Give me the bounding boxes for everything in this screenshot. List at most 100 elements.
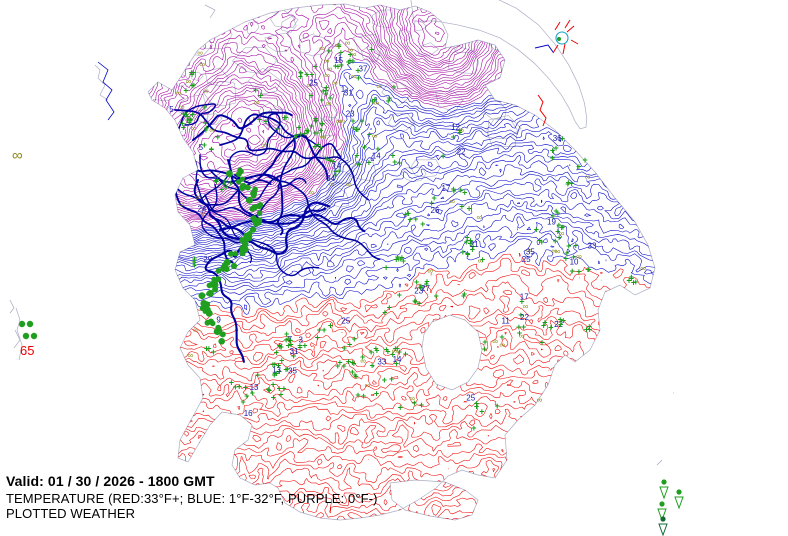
- svg-text:+: +: [495, 401, 500, 411]
- svg-text:11: 11: [502, 317, 511, 326]
- svg-text:+: +: [550, 211, 555, 221]
- svg-text:+: +: [206, 344, 211, 354]
- svg-text:+: +: [465, 250, 470, 260]
- svg-text:∞: ∞: [327, 65, 333, 74]
- svg-text:+: +: [313, 114, 318, 124]
- svg-text:∞: ∞: [449, 197, 455, 206]
- svg-text:+: +: [432, 193, 437, 203]
- svg-text:+: +: [398, 402, 403, 412]
- svg-text:+: +: [418, 282, 423, 292]
- svg-text:+: +: [576, 161, 581, 171]
- svg-text:+: +: [563, 253, 568, 263]
- svg-text:35: 35: [526, 247, 535, 256]
- svg-text:+: +: [386, 96, 391, 106]
- svg-text:5: 5: [169, 105, 174, 114]
- svg-text:+: +: [333, 61, 338, 71]
- svg-text:+: +: [203, 118, 208, 128]
- svg-text:25: 25: [341, 317, 350, 326]
- svg-text:+: +: [461, 291, 466, 301]
- svg-text:+: +: [213, 176, 218, 186]
- svg-text:∞: ∞: [365, 381, 371, 390]
- svg-text:+: +: [542, 317, 547, 327]
- svg-text:∞: ∞: [458, 126, 464, 135]
- svg-text:+: +: [397, 290, 402, 300]
- svg-text:+: +: [420, 219, 425, 229]
- svg-text:+: +: [459, 201, 464, 211]
- svg-text:+: +: [555, 208, 560, 218]
- svg-text:∞: ∞: [499, 340, 505, 349]
- svg-text:+: +: [351, 359, 356, 369]
- svg-text:+: +: [550, 146, 555, 156]
- svg-text:+: +: [298, 129, 303, 139]
- svg-text:+: +: [187, 118, 192, 128]
- svg-text:+: +: [215, 132, 220, 142]
- svg-text:∞: ∞: [376, 82, 382, 91]
- svg-text:+: +: [342, 343, 347, 353]
- svg-text:∞: ∞: [176, 89, 182, 98]
- svg-text:+: +: [391, 82, 396, 92]
- svg-text:∞: ∞: [360, 357, 366, 366]
- svg-text:9: 9: [216, 316, 221, 325]
- svg-text:+: +: [229, 378, 234, 388]
- svg-text:+: +: [351, 123, 356, 133]
- svg-text:+: +: [357, 159, 362, 169]
- svg-text:+: +: [403, 349, 408, 359]
- svg-text:+: +: [470, 245, 475, 255]
- svg-text:+: +: [183, 86, 188, 96]
- svg-text:+: +: [384, 263, 389, 273]
- svg-text:+: +: [479, 407, 484, 417]
- svg-text:+: +: [539, 338, 544, 348]
- svg-text:+: +: [331, 156, 336, 166]
- svg-text:∞: ∞: [179, 200, 185, 209]
- svg-text:+: +: [356, 73, 361, 83]
- svg-text:+: +: [548, 322, 553, 332]
- svg-text:∞: ∞: [555, 247, 561, 256]
- svg-text:∞: ∞: [537, 395, 543, 404]
- svg-text:14: 14: [372, 152, 381, 161]
- svg-text:+: +: [369, 44, 374, 54]
- svg-text:+: +: [241, 397, 246, 407]
- svg-text:+: +: [324, 154, 329, 164]
- svg-text:+: +: [534, 225, 539, 235]
- svg-text:+: +: [326, 46, 331, 56]
- svg-text:∞: ∞: [197, 49, 203, 58]
- svg-text:22: 22: [520, 313, 529, 322]
- svg-text:+: +: [441, 151, 446, 161]
- svg-text:∞: ∞: [640, 264, 646, 273]
- svg-text:+: +: [553, 236, 558, 246]
- svg-text:+: +: [317, 325, 322, 335]
- svg-text:+: +: [389, 374, 394, 384]
- svg-text:+: +: [370, 361, 375, 371]
- svg-text:+: +: [348, 50, 353, 60]
- svg-text:+: +: [362, 142, 367, 152]
- svg-text:+: +: [570, 266, 575, 276]
- svg-text:+: +: [337, 358, 342, 368]
- svg-text:∞: ∞: [319, 44, 325, 53]
- svg-text:+: +: [318, 126, 323, 136]
- svg-text:+: +: [322, 325, 327, 335]
- svg-text:∞: ∞: [199, 60, 205, 69]
- svg-text:+: +: [480, 254, 485, 264]
- svg-text:+: +: [565, 179, 570, 189]
- svg-text:3: 3: [299, 336, 304, 345]
- svg-text:+: +: [191, 68, 196, 78]
- svg-text:+: +: [237, 382, 242, 392]
- svg-text:+: +: [302, 340, 307, 350]
- svg-text:+: +: [250, 388, 255, 398]
- svg-text:∞: ∞: [477, 213, 483, 222]
- svg-text:16: 16: [244, 409, 253, 418]
- svg-text:+: +: [293, 132, 298, 142]
- svg-text:+: +: [271, 392, 276, 402]
- svg-text:∞: ∞: [261, 141, 267, 150]
- svg-text:+: +: [282, 112, 287, 122]
- svg-text:+: +: [408, 215, 413, 225]
- svg-text:+: +: [516, 322, 521, 332]
- svg-text:+: +: [263, 117, 268, 127]
- svg-text:+: +: [424, 277, 429, 287]
- svg-text:∞: ∞: [427, 267, 433, 276]
- svg-text:∞: ∞: [523, 302, 529, 311]
- svg-text:25: 25: [466, 393, 475, 402]
- svg-text:+: +: [571, 252, 576, 262]
- svg-text:+: +: [309, 90, 314, 100]
- svg-text:+: +: [298, 68, 303, 78]
